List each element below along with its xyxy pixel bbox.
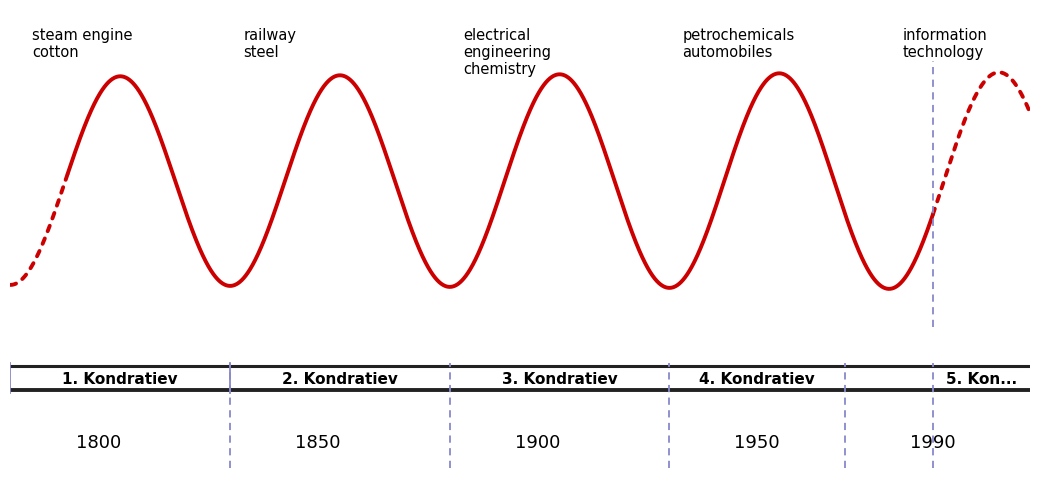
Text: information
technology: information technology <box>902 28 987 60</box>
Text: 1950: 1950 <box>734 434 780 452</box>
Text: 1850: 1850 <box>295 434 341 452</box>
Text: steam engine
cotton: steam engine cotton <box>32 28 133 60</box>
Text: 5. Kon...: 5. Kon... <box>945 371 1017 387</box>
Text: 1900: 1900 <box>515 434 561 452</box>
Text: railway
steel: railway steel <box>243 28 296 60</box>
Text: electrical
engineering
chemistry: electrical engineering chemistry <box>463 28 551 77</box>
Text: 2. Kondratiev: 2. Kondratiev <box>282 371 398 387</box>
Text: 3. Kondratiev: 3. Kondratiev <box>501 371 618 387</box>
Text: 1. Kondratiev: 1. Kondratiev <box>62 371 178 387</box>
Text: 1800: 1800 <box>76 434 121 452</box>
Text: petrochemicals
automobiles: petrochemicals automobiles <box>682 28 795 60</box>
Text: 1990: 1990 <box>910 434 956 452</box>
Text: 4. Kondratiev: 4. Kondratiev <box>699 371 815 387</box>
